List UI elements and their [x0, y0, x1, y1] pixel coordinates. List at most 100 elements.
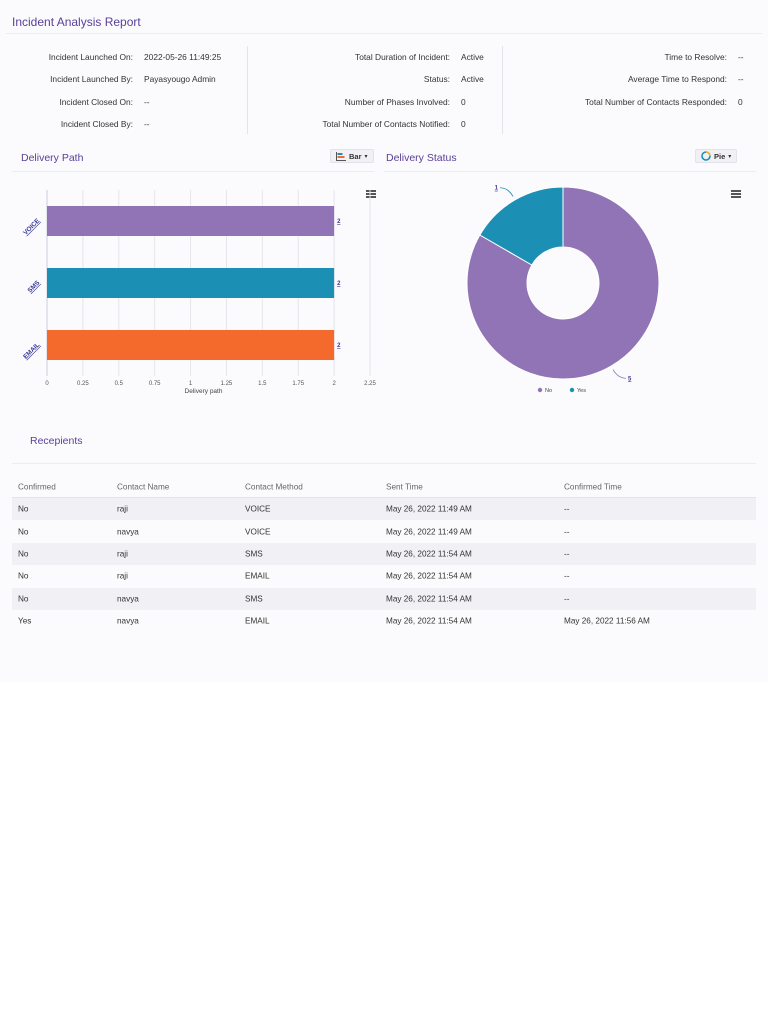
x-tick-label: 2 [332, 381, 336, 387]
cell-sent-time: May 26, 2022 11:49 AM [386, 527, 472, 537]
column-header-contact-name[interactable]: Contact Name [117, 482, 170, 491]
delivery-path-title: Delivery Path [21, 152, 84, 164]
bar [47, 330, 335, 360]
summary-value: -- [738, 74, 744, 84]
summary-label: Total Number of Contacts Responded: [585, 97, 727, 107]
cell-contact-method: EMAIL [245, 571, 270, 581]
chart-type-label: Bar [349, 151, 362, 161]
y-category-label: VOICE [22, 217, 42, 237]
bar [47, 268, 335, 298]
cell-confirmed: No [18, 549, 29, 559]
summary-value: -- [738, 52, 744, 62]
cell-contact-name: navya [117, 594, 139, 604]
column-header-contact-method[interactable]: Contact Method [245, 482, 303, 491]
summary-value: 0 [461, 119, 466, 129]
summary-divider [247, 46, 248, 134]
x-tick-label: 0.75 [149, 381, 161, 387]
data-label-connector [612, 369, 627, 379]
column-header-confirmed-time[interactable]: Confirmed Time [564, 482, 622, 491]
cell-confirmed: No [18, 527, 29, 537]
x-tick-label: 0.25 [77, 381, 89, 387]
data-label: 1 [495, 186, 499, 192]
x-tick-label: 0 [45, 381, 49, 387]
table-row: Yes navya EMAIL May 26, 2022 11:54 AM May 26… [12, 610, 756, 632]
delivery-status-pie-chart: 5 1 No Yes [466, 186, 660, 394]
summary-label: Number of Phases Involved: [344, 97, 450, 107]
summary-value: 0 [461, 97, 466, 107]
x-axis-title: Delivery path [185, 388, 223, 395]
cell-contact-method: VOICE [245, 527, 271, 537]
table-row: No navya SMS May 26, 2022 11:54 AM -- [12, 587, 756, 610]
cell-confirmed-time: -- [564, 594, 570, 604]
x-tick-label: 1.5 [258, 381, 267, 387]
delivery-status-title: Delivery Status [386, 152, 457, 164]
data-label: 5 [628, 376, 632, 382]
cell-sent-time: May 26, 2022 11:54 AM [386, 571, 472, 581]
summary-label: Total Number of Contacts Notified: [322, 119, 450, 129]
table-body: No raji VOICE May 26, 2022 11:49 AM -- No navy… [12, 498, 756, 632]
table-header: Confirmed Contact Name Contact Method Se… [12, 476, 756, 498]
cell-confirmed-time: -- [564, 571, 570, 581]
cell-confirmed-time: -- [564, 527, 570, 537]
hamburger-icon[interactable] [731, 190, 741, 198]
legend-entry: Yes [577, 388, 586, 394]
cell-contact-name: navya [117, 616, 139, 626]
cell-sent-time: May 26, 2022 11:49 AM [386, 504, 472, 514]
cell-contact-name: raji [117, 571, 128, 581]
summary-label: Total Duration of Incident: [355, 52, 450, 62]
cell-contact-method: SMS [245, 594, 263, 604]
recipients-table: Confirmed Contact Name Contact Method Se… [12, 476, 756, 632]
cell-confirmed-time: -- [564, 549, 570, 559]
section-divider [12, 463, 756, 464]
summary-column-2: Total Duration of Incident: Active Statu… [248, 46, 502, 136]
cell-contact-name: raji [117, 549, 128, 559]
summary-value: Active [461, 52, 484, 62]
summary-label: Average Time to Respond: [627, 74, 727, 84]
legend-entry: No [545, 388, 552, 394]
summary-label: Incident Launched On: [48, 52, 133, 62]
summary-label: Status: [423, 74, 450, 84]
x-tick-label: 1.75 [292, 381, 304, 387]
chart-type-bar-button[interactable]: Bar ▾ [330, 149, 374, 163]
cell-sent-time: May 26, 2022 11:54 AM [386, 616, 472, 626]
data-label-connector [499, 187, 514, 197]
summary-value: -- [144, 119, 150, 129]
cell-confirmed: No [18, 571, 29, 581]
legend-marker [537, 387, 543, 393]
hamburger-icon[interactable] [366, 190, 376, 198]
chart-type-label: Pie [714, 151, 726, 161]
y-category-label: EMAIL [22, 341, 41, 360]
summary-label: Incident Launched By: [50, 74, 133, 84]
data-label: 2 [337, 343, 341, 349]
column-header-confirmed[interactable]: Confirmed [18, 482, 56, 491]
chart-type-pie-button[interactable]: Pie ▾ [695, 149, 738, 163]
incident-report: Incident Analysis Report Incident Launch… [0, 15, 768, 632]
summary-value: Active [461, 74, 484, 84]
cell-sent-time: May 26, 2022 11:54 AM [386, 549, 472, 559]
summary-column-1: Incident Launched On: 2022-05-26 11:49:2… [0, 46, 248, 136]
chevron-down-icon: ▾ [364, 153, 368, 160]
donut-chart-icon [701, 151, 711, 161]
data-label: 2 [337, 281, 341, 287]
summary-value: Payasyougo Admin [144, 74, 216, 84]
y-category-label: SMS [26, 279, 41, 294]
bar-chart-icon [336, 151, 346, 161]
column-header-sent-time[interactable]: Sent Time [386, 482, 423, 491]
cell-confirmed: No [18, 594, 29, 604]
x-tick-label: 1.25 [221, 381, 233, 387]
summary-column-3: Time to Resolve: -- Average Time to Resp… [503, 46, 768, 136]
cell-confirmed-time: May 26, 2022 11:56 AM [564, 616, 650, 626]
cell-contact-name: raji [117, 504, 128, 514]
summary-value: -- [144, 97, 150, 107]
summary-label: Time to Resolve: [664, 52, 727, 62]
cell-confirmed: Yes [18, 616, 32, 626]
summary-value: 2022-05-26 11:49:25 [144, 52, 222, 62]
cell-sent-time: May 26, 2022 11:54 AM [386, 594, 472, 604]
section-divider [384, 171, 756, 172]
summary-value: 0 [738, 97, 743, 107]
table-row: No raji VOICE May 26, 2022 11:49 AM -- [12, 498, 756, 521]
cell-contact-method: EMAIL [245, 616, 270, 626]
title-divider [6, 33, 762, 34]
data-label: 2 [337, 219, 341, 225]
chevron-down-icon: ▾ [728, 153, 732, 160]
